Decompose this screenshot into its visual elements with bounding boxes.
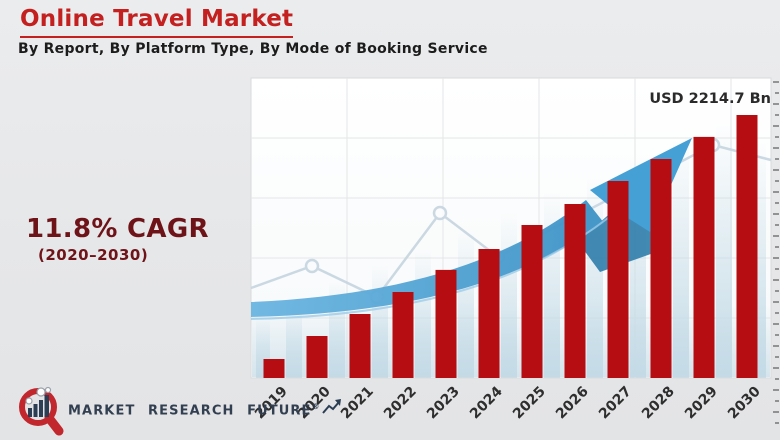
page-subtitle: By Report, By Platform Type, By Mode of … [18, 41, 488, 57]
logo-mark-icon [19, 386, 64, 436]
bar-2023 [435, 269, 457, 378]
page-title[interactable]: Online Travel Market [20, 5, 294, 38]
x-axis-label: 2029 [682, 384, 721, 423]
bar-2020 [306, 336, 328, 378]
logo-trend-arrow-icon [321, 399, 341, 414]
bar-chart: USD 2214.7 Bn 2019 2020 2021 2022 2023 2024 20… [240, 70, 780, 440]
value-annotation: USD 2214.7 Bn [649, 91, 771, 107]
brand-logo: MARKET RESEARCH FUTURE® [16, 384, 342, 436]
bar-2019 [263, 359, 285, 378]
right-axis-ticks [773, 81, 779, 424]
x-axis-label: 2024 [467, 383, 506, 422]
bar-2029 [693, 136, 715, 378]
x-axis-label: 2027 [596, 384, 635, 423]
x-axis-label: 2025 [510, 384, 549, 423]
registered-mark: ® [311, 401, 321, 411]
x-axis-label: 2030 [725, 383, 764, 422]
bar-2021 [349, 314, 371, 378]
bar-2022 [392, 292, 414, 378]
x-axis-label: 2021 [338, 384, 377, 423]
x-axis-label: 2022 [381, 384, 420, 423]
bar-2030 [736, 115, 758, 378]
x-axis-label: 2026 [553, 384, 592, 423]
cagr-period: (2020–2030) [38, 246, 149, 264]
chart-canvas: USD 2214.7 Bn 2019 2020 2021 2022 2023 2024 20… [250, 77, 779, 424]
bar-2027 [607, 181, 629, 378]
bar-2024 [478, 249, 500, 378]
x-axis-label: 2023 [424, 384, 463, 423]
cagr-value: 11.8% CAGR [26, 214, 209, 244]
bars [263, 115, 758, 378]
logo-text: MARKET RESEARCH FUTURE® [68, 401, 321, 419]
bar-2025 [521, 225, 543, 378]
bar-2026 [564, 204, 586, 378]
cagr-block: 11.8% CAGR (2020–2030) [26, 214, 209, 264]
bar-2028 [650, 159, 672, 378]
x-axis-label: 2028 [639, 384, 678, 423]
